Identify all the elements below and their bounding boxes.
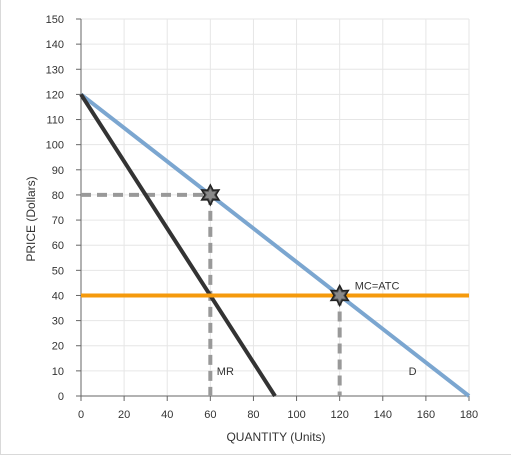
star-marker-inner	[204, 188, 216, 202]
y-tick-label: 140	[46, 39, 64, 51]
y-axis-title: PRICE (Dollars)	[24, 176, 38, 261]
star-marker-inner	[334, 288, 346, 302]
y-tick-label: 100	[46, 140, 64, 152]
grid	[81, 18, 470, 396]
curve-label: MR	[217, 366, 234, 378]
markers	[200, 183, 350, 308]
x-tick-label: 60	[204, 409, 216, 421]
curve-label: MC=ATC	[355, 280, 400, 292]
axes	[76, 18, 470, 401]
y-tick-label: 120	[46, 89, 64, 101]
x-tick-label: 40	[161, 409, 173, 421]
y-tick-label: 50	[52, 265, 64, 277]
y-tick-label: 80	[52, 190, 64, 202]
y-tick-labels: 0 10 20 30 40 50 60 70 80 90 100 110 120 130 140 150	[46, 14, 64, 403]
series-lines	[79, 92, 471, 398]
x-tick-label: 160	[417, 409, 435, 421]
x-tick-label: 120	[330, 409, 348, 421]
x-tick-labels: 0 20 40 60 80 100 120 140 160 180	[78, 409, 478, 421]
x-tick-label: 0	[78, 409, 84, 421]
y-tick-label: 90	[52, 165, 64, 177]
y-tick-label: 150	[46, 14, 64, 26]
y-tick-label: 20	[52, 341, 64, 353]
x-tick-label: 100	[287, 409, 305, 421]
y-tick-label: 40	[52, 290, 64, 302]
y-tick-label: 10	[52, 366, 64, 378]
x-tick-label: 20	[118, 409, 130, 421]
x-tick-label: 80	[247, 409, 259, 421]
y-tick-label: 110	[46, 115, 64, 127]
x-axis-title: QUANTITY (Units)	[226, 430, 325, 444]
y-tick-label: 70	[52, 215, 64, 227]
y-tick-label: 130	[46, 64, 64, 76]
y-tick-label: 30	[52, 316, 64, 328]
curve-labels: MR MC=ATC D	[217, 280, 417, 377]
series-line-d	[79, 92, 471, 398]
x-tick-label: 140	[374, 409, 392, 421]
series-line-mr	[79, 93, 277, 398]
curve-label: D	[409, 366, 417, 378]
x-tick-label: 180	[460, 409, 478, 421]
y-tick-label: 60	[52, 240, 64, 252]
y-tick-label: 0	[58, 391, 64, 403]
